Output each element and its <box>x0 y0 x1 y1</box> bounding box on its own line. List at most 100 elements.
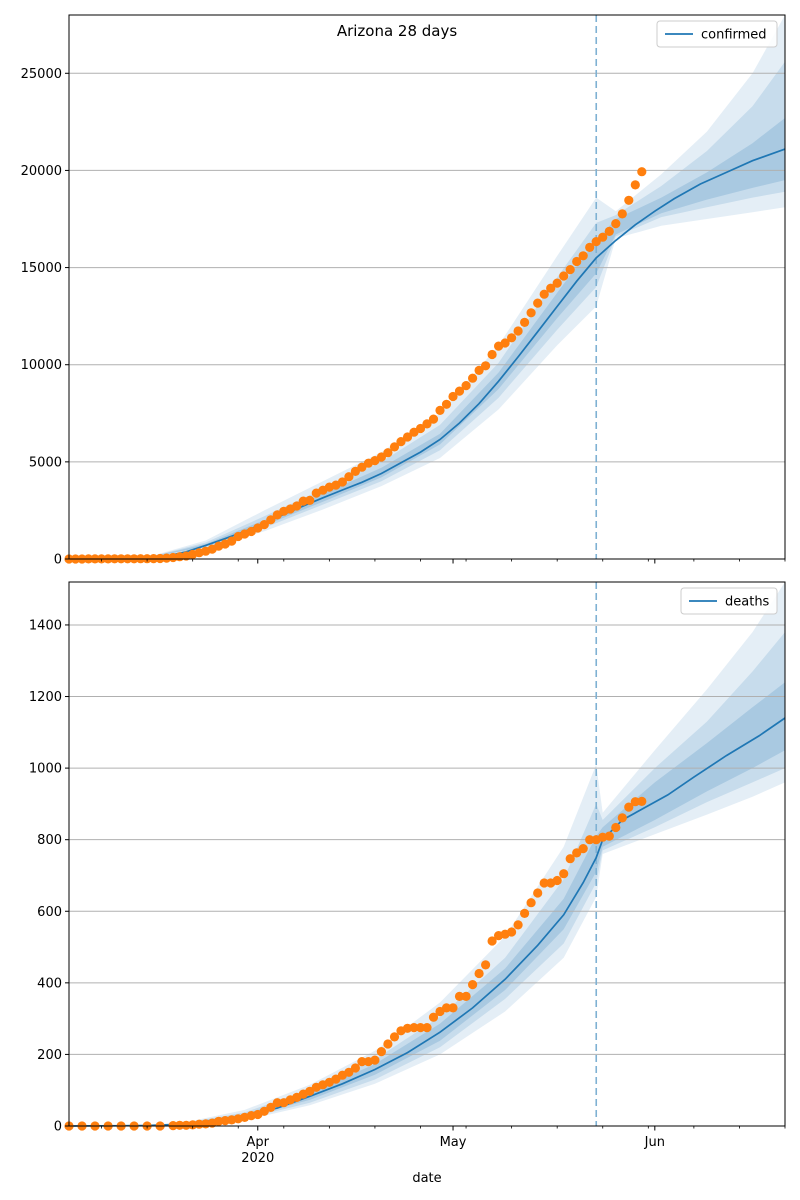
observed-point <box>422 1023 432 1033</box>
observed-point <box>428 1012 439 1022</box>
observed-point <box>461 381 471 391</box>
observed-point <box>617 813 627 823</box>
legend-box <box>680 587 778 615</box>
observed-point <box>383 448 393 458</box>
observed-point <box>526 898 536 908</box>
observed-point <box>266 1102 276 1112</box>
observed-point <box>539 878 549 888</box>
observed-point <box>181 1120 191 1130</box>
y-tick-label: 400 <box>37 976 62 991</box>
x-tick-label: May <box>440 1135 467 1150</box>
observed-point <box>604 226 614 236</box>
observed-point <box>507 333 517 343</box>
observed-point <box>175 1120 185 1130</box>
observed-point <box>474 365 484 375</box>
observed-point <box>565 854 575 864</box>
observed-point <box>344 1067 354 1077</box>
observed-point <box>533 298 543 308</box>
confirmed-observed-points <box>64 167 647 564</box>
legend-label: deaths <box>725 595 770 610</box>
observed-point <box>617 209 627 219</box>
observed-point <box>559 271 569 281</box>
observed-point <box>441 399 452 409</box>
observed-point <box>611 219 621 229</box>
y-tick-label: 5000 <box>29 455 62 470</box>
observed-point <box>539 289 549 299</box>
observed-point <box>481 960 491 970</box>
observed-point <box>337 477 347 487</box>
y-tick-label: 800 <box>37 833 62 848</box>
observed-point <box>468 980 478 990</box>
observed-point <box>344 472 354 482</box>
legend-label: confirmed <box>701 28 767 43</box>
confirmed-x-ticks <box>101 559 786 564</box>
x-tick-year-label: 2020 <box>241 1151 274 1166</box>
observed-point <box>350 466 360 476</box>
uncertainty-band-1 <box>69 15 785 559</box>
y-tick-label: 1400 <box>29 618 62 633</box>
observed-point <box>402 432 413 442</box>
observed-point <box>565 265 575 275</box>
observed-point <box>259 520 269 530</box>
confirmed-forecast-line <box>68 148 786 560</box>
observed-point <box>383 1039 393 1049</box>
observed-point <box>533 888 543 898</box>
observed-point <box>559 869 569 879</box>
uncertainty-band-3 <box>69 682 785 1126</box>
observed-point <box>572 256 582 267</box>
observed-point <box>448 391 458 402</box>
forecast-line <box>68 148 786 560</box>
observed-point <box>435 405 445 415</box>
y-tick-label: 0 <box>54 1120 62 1135</box>
observed-point <box>415 423 426 434</box>
observed-point <box>441 1003 452 1013</box>
observed-point <box>637 796 647 807</box>
observed-point <box>507 927 517 937</box>
observed-point <box>376 452 386 462</box>
deaths-observed-points <box>64 796 647 1131</box>
observed-point <box>396 437 406 447</box>
observed-point <box>428 414 439 424</box>
observed-point <box>630 180 640 190</box>
observed-point <box>513 920 523 930</box>
observed-point <box>487 349 497 360</box>
observed-point <box>526 308 536 318</box>
observed-point <box>272 1098 282 1108</box>
observed-point <box>604 831 614 841</box>
observed-point <box>500 338 510 348</box>
observed-point <box>305 495 315 505</box>
observed-point <box>624 195 634 205</box>
observed-point <box>598 232 608 242</box>
observed-point <box>266 515 276 525</box>
chart-title: Arizona 28 days <box>337 22 458 40</box>
observed-point <box>350 1063 360 1073</box>
confirmed-axes-frame <box>68 14 786 560</box>
uncertainty-band-2 <box>69 61 785 559</box>
observed-point <box>637 167 647 177</box>
observed-point <box>520 317 530 327</box>
observed-point <box>468 373 478 383</box>
observed-point <box>357 1057 367 1067</box>
observed-point <box>585 835 595 845</box>
deaths-uncertainty-bands <box>69 582 785 1126</box>
observed-point <box>624 802 634 812</box>
legend-box <box>656 20 778 48</box>
y-tick-label: 15000 <box>21 261 62 276</box>
confirmed-y-ticks: 0 5000 10000 15000 20000 25000 <box>21 67 69 568</box>
observed-point <box>481 361 491 371</box>
observed-point <box>415 1023 426 1033</box>
deaths-axes-frame <box>68 581 786 1127</box>
observed-point <box>376 1047 386 1057</box>
y-tick-label: 0 <box>54 553 62 568</box>
observed-point <box>389 1032 400 1042</box>
observed-point <box>591 237 601 247</box>
observed-point <box>578 251 588 261</box>
observed-point <box>585 242 595 252</box>
y-tick-label: 1200 <box>29 690 62 705</box>
observed-point <box>292 501 302 511</box>
observed-point <box>611 822 621 833</box>
y-tick-label: 25000 <box>21 67 62 82</box>
